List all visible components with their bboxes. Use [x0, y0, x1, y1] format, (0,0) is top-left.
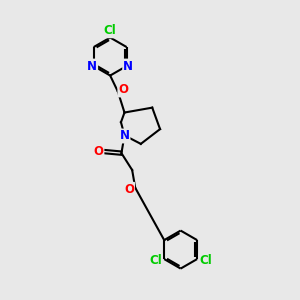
- Text: O: O: [124, 183, 134, 196]
- Text: O: O: [93, 145, 103, 158]
- Text: N: N: [87, 59, 97, 73]
- Text: Cl: Cl: [104, 24, 116, 37]
- Text: N: N: [123, 59, 133, 73]
- Text: Cl: Cl: [199, 254, 212, 267]
- Text: O: O: [118, 83, 128, 96]
- Text: Cl: Cl: [149, 254, 162, 267]
- Text: N: N: [119, 130, 130, 142]
